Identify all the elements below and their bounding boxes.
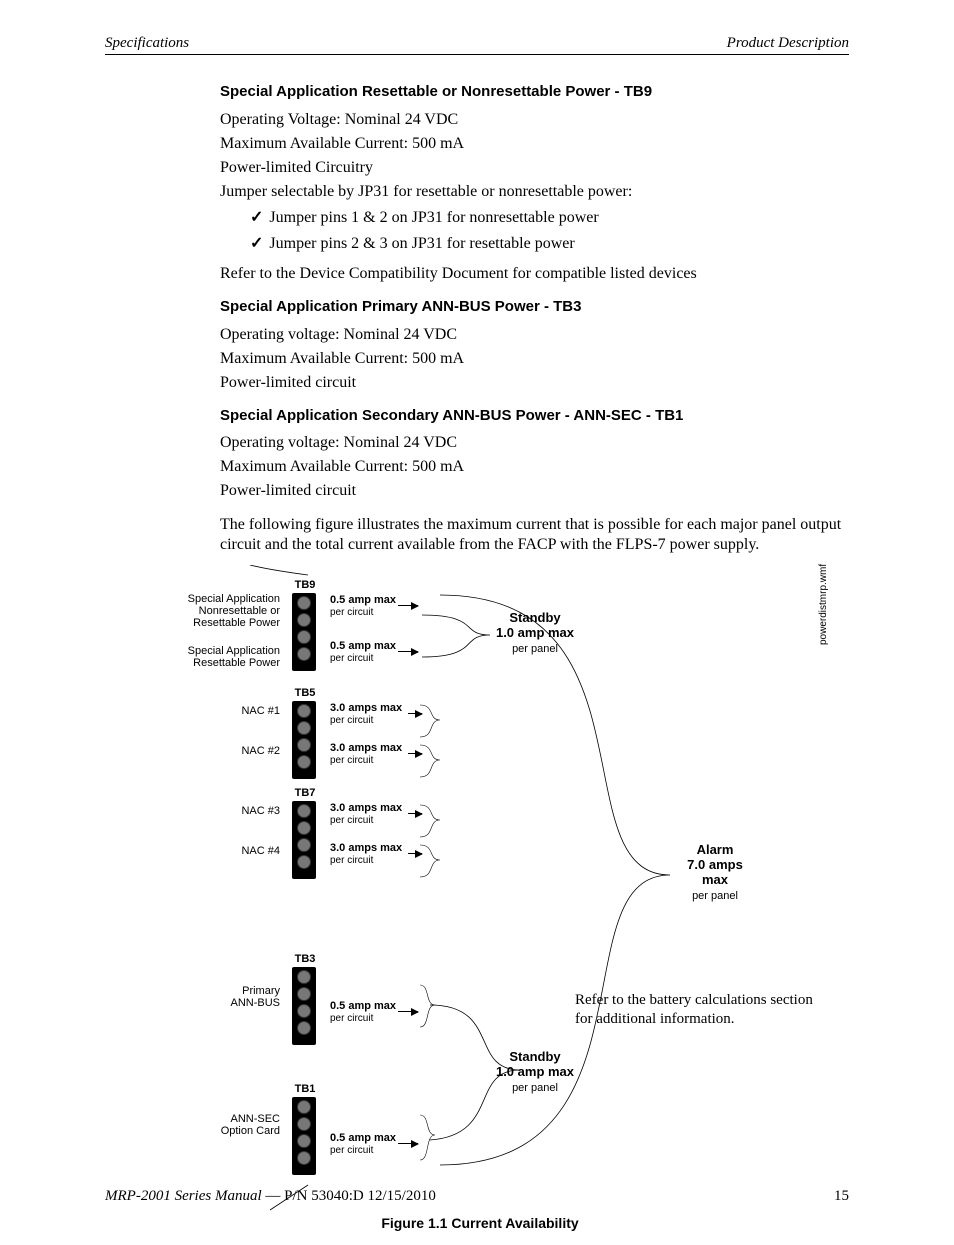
body-text: Power-limited Circuitry [220,158,849,178]
amp-sub: per circuit [330,815,373,826]
amp-value: 0.5 amp max [330,1132,396,1144]
bullet-item: ✓ Jumper pins 2 & 3 on JP31 for resettabl… [250,234,849,254]
bullet-item: ✓ Jumper pins 1 & 2 on JP31 for nonresett… [250,208,849,228]
body-text: Power-limited circuit [220,373,849,393]
footer-left: MRP-2001 Series Manual — P/N 53040:D 12/… [105,1188,436,1205]
amp-value: 3.0 amps max [330,802,402,814]
amp-value: 3.0 amps max [330,842,402,854]
body-text: Jumper selectable by JP31 for resettable… [220,182,849,202]
terminal-label: NAC #4 [200,845,280,857]
body-text: Operating Voltage: Nominal 24 VDC [220,110,849,130]
figure-current-availability: powerdistmrp.wmf TB9 1 2 3 4 Special App… [130,565,830,1245]
panel-alarm-label: Alarm 7.0 amps max per panel [670,843,760,903]
terminal-block-tb5: 1 2 3 4 [292,701,316,779]
amp-sub: per circuit [330,607,373,618]
page-number: 15 [834,1188,849,1205]
figure-credit: powerdistmrp.wmf [818,564,829,645]
page-header: Specifications Product Description [105,35,849,55]
terminal-header: TB5 [290,687,320,699]
body-text: Maximum Available Current: 500 mA [220,457,849,477]
terminal-block-tb3: 1 2 3 4 [292,967,316,1045]
body-text: Operating voltage: Nominal 24 VDC [220,433,849,453]
terminal-label: Special Application Nonresettable or Res… [150,593,280,629]
terminal-header: TB9 [290,579,320,591]
intro-text: The following figure illustrates the max… [220,515,849,555]
arrow-icon [408,853,422,854]
bullet-text: Jumper pins 1 & 2 on JP31 for nonresetta… [269,209,598,226]
arrow-icon [398,1011,418,1012]
body-text: Maximum Available Current: 500 mA [220,134,849,154]
amp-sub: per circuit [330,653,373,664]
body-text: Operating voltage: Nominal 24 VDC [220,325,849,345]
figure-caption: Figure 1.1 Current Availability [130,1215,830,1231]
header-left: Specifications [105,35,189,52]
terminal-block-tb9: 1 2 3 4 [292,593,316,671]
panel-standby-label: Standby 1.0 amp max per panel [480,611,590,656]
amp-value: 0.5 amp max [330,1000,396,1012]
terminal-label: NAC #3 [200,805,280,817]
terminal-header: TB1 [290,1083,320,1095]
amp-sub: per circuit [330,855,373,866]
terminal-block-tb1: 1 2 3 4 [292,1097,316,1175]
arrow-icon [398,651,418,652]
amp-sub: per circuit [330,1145,373,1156]
terminal-header: TB7 [290,787,320,799]
terminal-label: PrimaryANN-BUS [190,985,280,1009]
terminal-label: NAC #2 [200,745,280,757]
terminal-label: NAC #1 [200,705,280,717]
page: Specifications Product Description Speci… [0,0,954,1235]
terminal-block-tb7: 1 2 3 4 [292,801,316,879]
section-title-tb1: Special Application Secondary ANN-BUS Po… [220,407,849,426]
terminal-label: ANN-SECOption Card [180,1113,280,1137]
arrow-icon [408,713,422,714]
arrow-icon [398,605,418,606]
terminal-header: TB3 [290,953,320,965]
arrow-icon [408,813,422,814]
amp-sub: per circuit [330,715,373,726]
arrow-icon [408,753,422,754]
amp-value: 3.0 amps max [330,702,402,714]
body-text: Power-limited circuit [220,481,849,501]
figure-ref-text: Refer to the battery calculations sectio… [575,991,815,1029]
header-right: Product Description [727,35,849,52]
amp-sub: per circuit [330,1013,373,1024]
terminal-label: Special Application Resettable Power [150,645,280,669]
amp-value: 0.5 amp max [330,594,396,606]
check-icon: ✓ [250,235,263,252]
amp-value: 3.0 amps max [330,742,402,754]
panel-standby-label: Standby 1.0 amp max per panel [480,1050,590,1095]
section-title-tb3: Special Application Primary ANN-BUS Powe… [220,298,849,317]
check-icon: ✓ [250,209,263,226]
page-footer: MRP-2001 Series Manual — P/N 53040:D 12/… [105,1188,849,1205]
body-text: Maximum Available Current: 500 mA [220,349,849,369]
bullet-text: Jumper pins 2 & 3 on JP31 for resettable… [269,235,574,252]
section-title-tb9: Special Application Resettable or Nonres… [220,83,849,102]
body-text: Refer to the Device Compatibility Docume… [220,264,849,284]
amp-sub: per circuit [330,755,373,766]
arrow-icon [398,1143,418,1144]
content-body: Special Application Resettable or Nonres… [220,83,849,555]
amp-value: 0.5 amp max [330,640,396,652]
